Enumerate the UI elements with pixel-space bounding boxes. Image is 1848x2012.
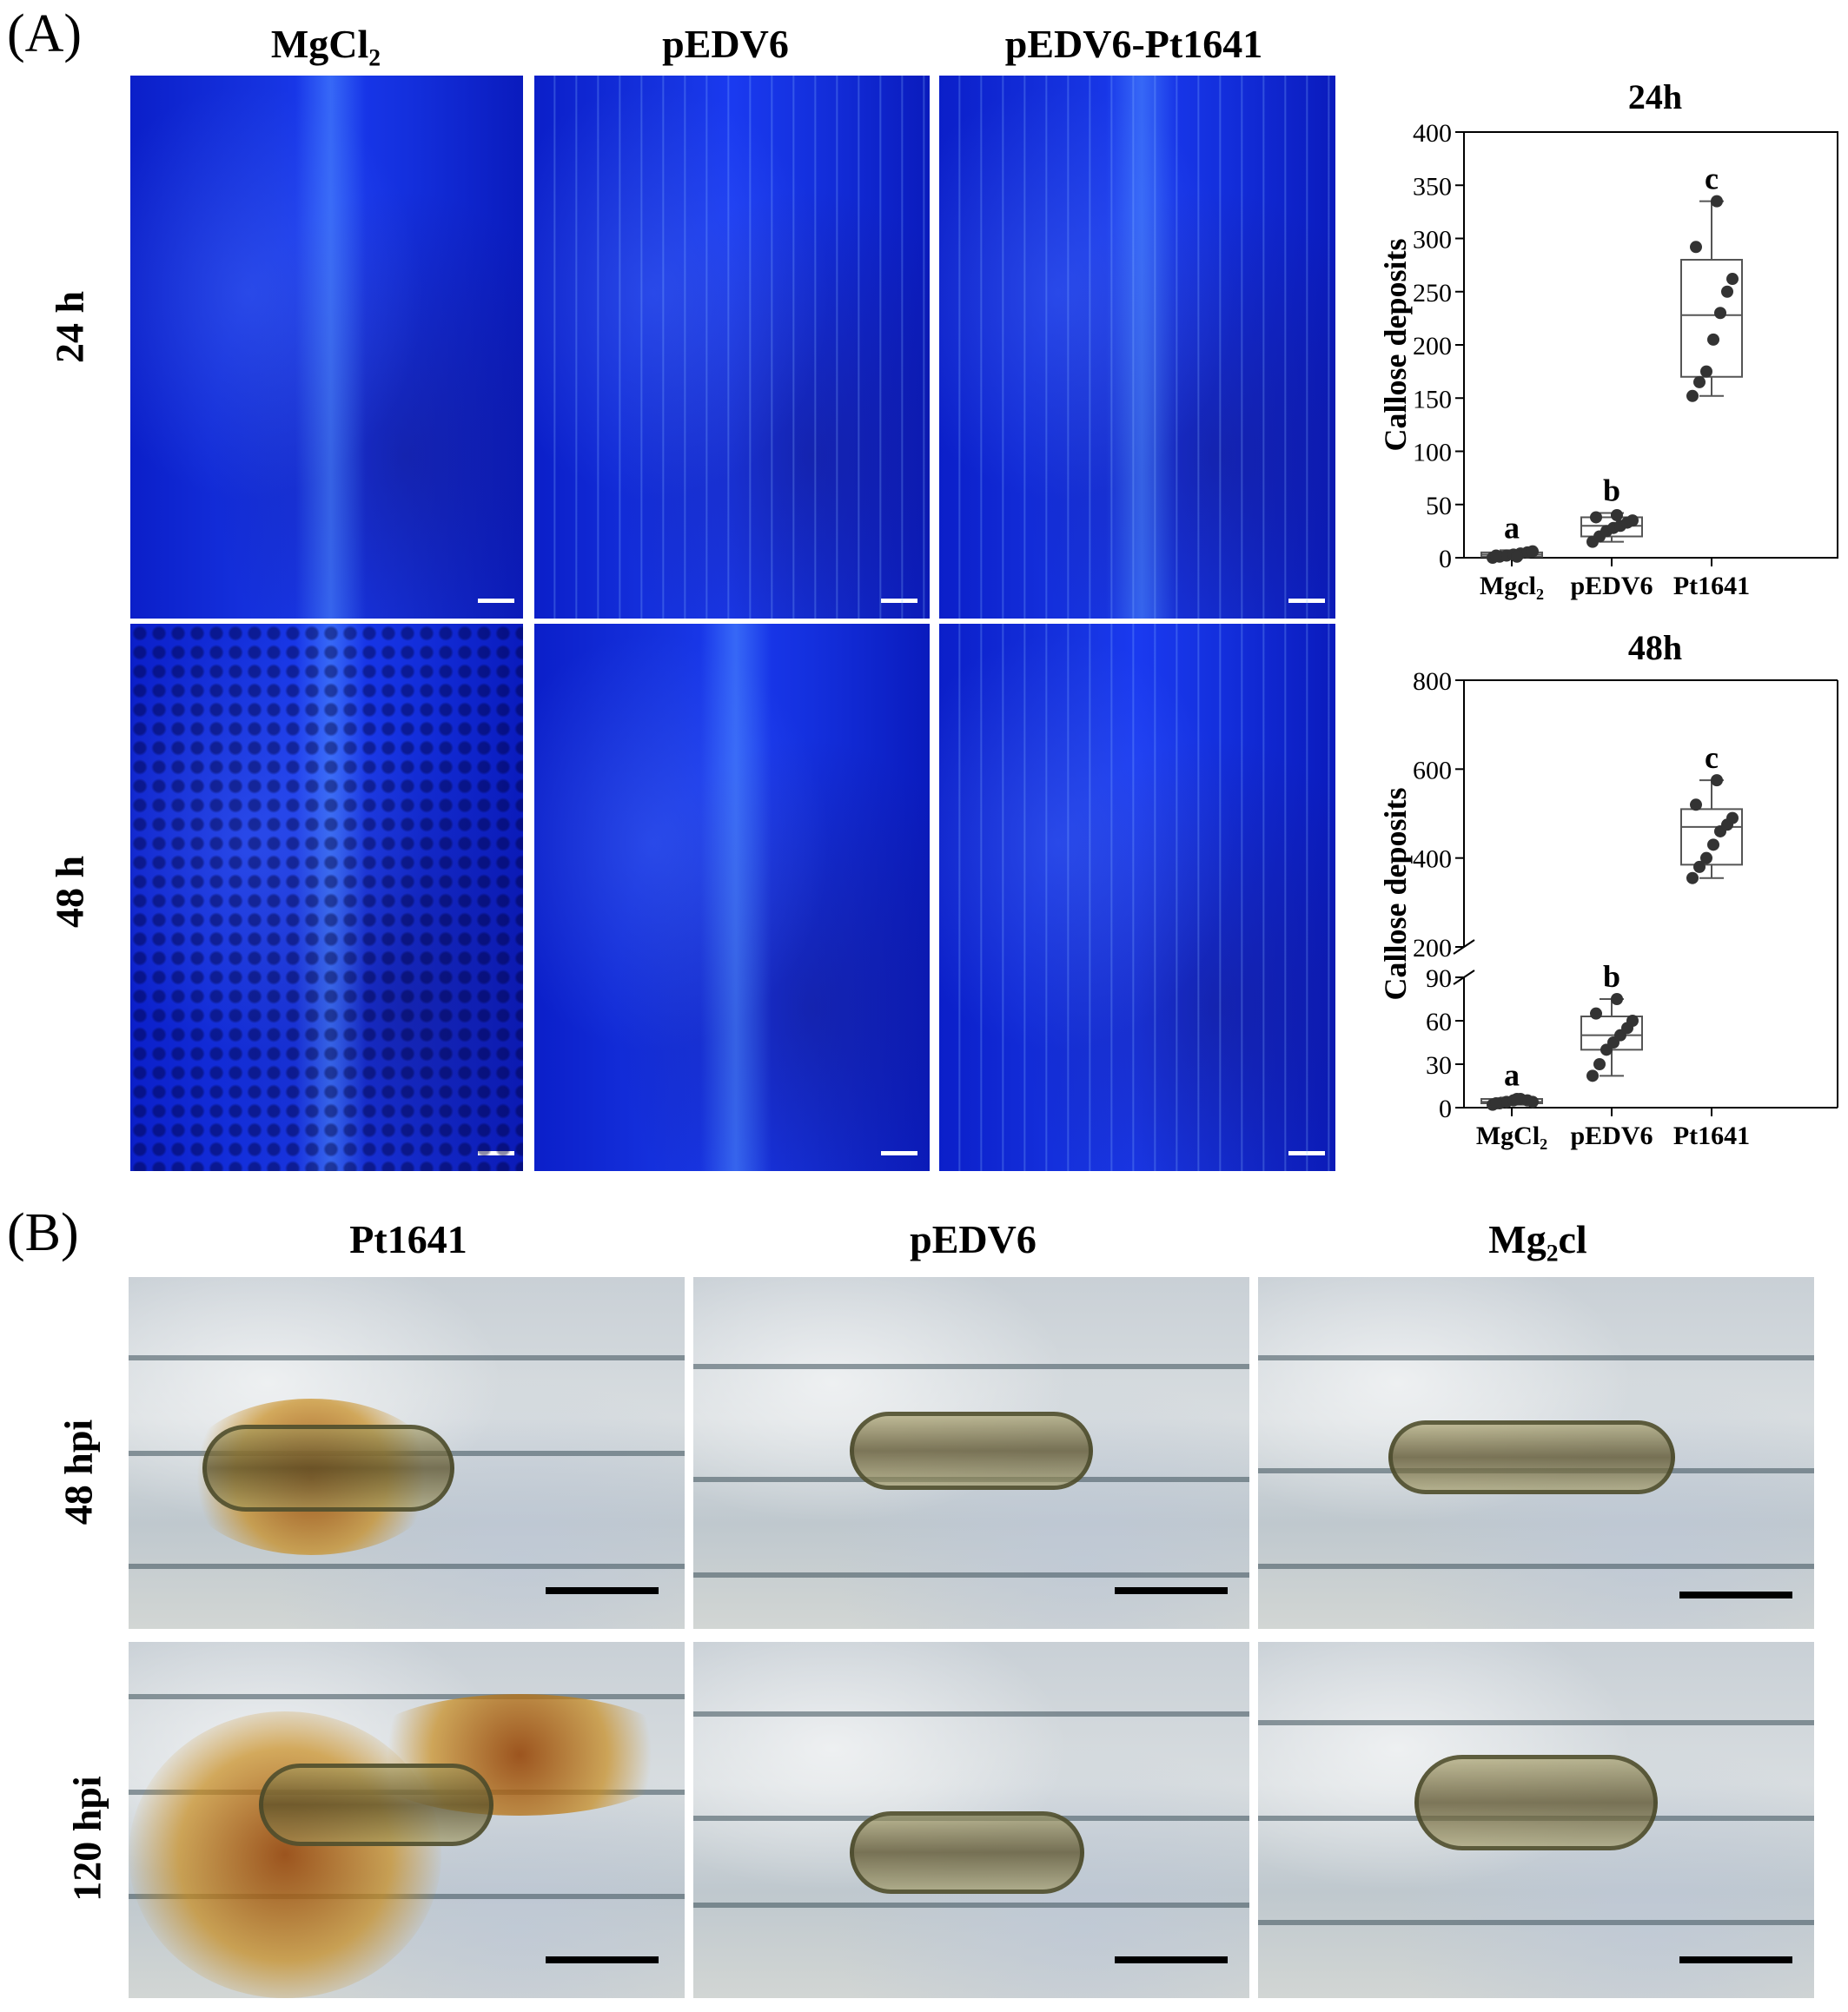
data-point <box>1690 241 1702 254</box>
data-point <box>1490 1097 1502 1109</box>
y-axis-label: Callose deposits <box>1378 787 1413 1000</box>
x-tick-label: Pt1641 <box>1673 572 1750 600</box>
micrograph-pedv6-24h <box>534 76 930 619</box>
x-tick-label: Pt1641 <box>1673 1122 1750 1150</box>
panel-a-row-head-2: 48 h <box>47 855 92 929</box>
significance-letter: c <box>1705 740 1719 775</box>
y-axis-label: Callose deposits <box>1378 238 1413 451</box>
data-point <box>1700 365 1712 378</box>
micrograph-pt1641-48hpi <box>129 1277 685 1629</box>
micrograph-mg2cl-48hpi <box>1258 1277 1814 1629</box>
panel-b-col-head-1: Pt1641 <box>349 1217 467 1261</box>
data-point <box>1726 811 1739 824</box>
x-tick-label: pEDV6 <box>1570 572 1653 600</box>
plot-frame <box>1463 131 1838 559</box>
y-tick-label: 50 <box>1426 492 1452 520</box>
data-point <box>1611 509 1623 521</box>
data-point <box>1593 1058 1606 1070</box>
panel-b-label: (B) <box>7 1203 79 1262</box>
data-point <box>1527 1095 1539 1109</box>
y-tick-label: 0 <box>1439 545 1452 573</box>
y-tick-label: 800 <box>1413 667 1452 696</box>
significance-letter: a <box>1504 1057 1520 1092</box>
chart-24h: 0 50 100 150 200 250 300 350 400 Mgcl₂ pEDV6 Pt1641… <box>1378 119 1838 600</box>
micrograph-mg2cl-120hpi <box>1258 1642 1814 1998</box>
panel-b-col-head-2: pEDV6 <box>910 1217 1037 1261</box>
micrograph-pt1641-120hpi <box>129 1642 685 1998</box>
y-tick-label: 350 <box>1413 172 1452 201</box>
data-point <box>1707 333 1719 346</box>
data-point <box>1693 860 1706 873</box>
micrograph-mgcl2-48h <box>130 624 523 1171</box>
data-point <box>1590 511 1602 524</box>
y-tick-label: 90 <box>1426 964 1452 993</box>
y-tick-label: 300 <box>1413 226 1452 255</box>
data-point <box>1711 774 1723 787</box>
y-tick-label: 100 <box>1413 439 1452 467</box>
significance-letter: b <box>1603 473 1620 508</box>
micrograph-mgcl2-24h <box>130 76 523 619</box>
chart-48h: 200 400 600 800 0 30 60 90 MgCl₂ pEDV6 Pt1641 Callo… <box>1378 667 1838 1150</box>
y-tick-label: 150 <box>1413 385 1452 414</box>
panel-b-row-head-2: 120 hpi <box>64 1776 109 1902</box>
data-point <box>1693 375 1706 388</box>
micrograph-pedv6-pt1641-24h <box>939 76 1335 619</box>
y-tick-label: 600 <box>1413 756 1452 784</box>
data-point <box>1686 389 1699 402</box>
data-point <box>1686 871 1699 884</box>
panel-a-row-head-1: 24 h <box>47 290 92 364</box>
y-tick-label: 200 <box>1413 332 1452 361</box>
data-point <box>1726 273 1739 286</box>
y-tick-label: 30 <box>1426 1051 1452 1080</box>
data-point <box>1711 195 1723 208</box>
significance-letter: a <box>1504 510 1520 545</box>
data-point <box>1714 307 1726 320</box>
data-point <box>1626 1015 1639 1027</box>
panel-a-col-head-3: pEDV6-Pt1641 <box>1004 22 1263 66</box>
data-point <box>1690 798 1702 811</box>
panel-a-col-head-2: pEDV6 <box>662 22 789 66</box>
y-tick-label: 400 <box>1413 845 1452 874</box>
data-point <box>1721 285 1733 298</box>
data-point <box>1527 545 1539 558</box>
y-tick-label: 200 <box>1413 934 1452 963</box>
data-point <box>1490 549 1502 562</box>
micrograph-pedv6-120hpi <box>693 1642 1249 1998</box>
data-point <box>1511 550 1523 563</box>
chart-24h-title: 24h <box>1627 77 1683 116</box>
y-tick-label: 400 <box>1413 119 1452 148</box>
chart-48h-title: 48h <box>1627 628 1683 667</box>
x-tick-label: MgCl₂ <box>1476 1122 1547 1150</box>
data-point <box>1707 838 1719 851</box>
x-tick-label: pEDV6 <box>1570 1122 1653 1150</box>
data-point <box>1590 1007 1602 1020</box>
data-point <box>1626 514 1639 527</box>
micrograph-pedv6-48h <box>534 624 930 1171</box>
micrograph-pedv6-48hpi <box>693 1277 1249 1629</box>
significance-letter: c <box>1705 162 1719 196</box>
panel-b-row-head-1: 48 hpi <box>56 1419 101 1526</box>
micrograph-pedv6-pt1641-48h <box>939 624 1335 1171</box>
data-point <box>1511 1093 1523 1105</box>
panel-a-col-head-1: MgCl₂ <box>270 22 381 66</box>
y-tick-label: 250 <box>1413 279 1452 308</box>
panel-b-col-head-3: Mg₂cl <box>1488 1217 1587 1261</box>
data-point <box>1700 851 1712 864</box>
y-tick-label: 0 <box>1439 1095 1452 1123</box>
panel-a-label: (A) <box>7 4 83 63</box>
data-point <box>1611 993 1623 1005</box>
y-tick-label: 60 <box>1426 1008 1452 1036</box>
x-tick-label: Mgcl₂ <box>1480 572 1544 600</box>
data-point <box>1586 1069 1599 1082</box>
significance-letter: b <box>1603 959 1620 994</box>
